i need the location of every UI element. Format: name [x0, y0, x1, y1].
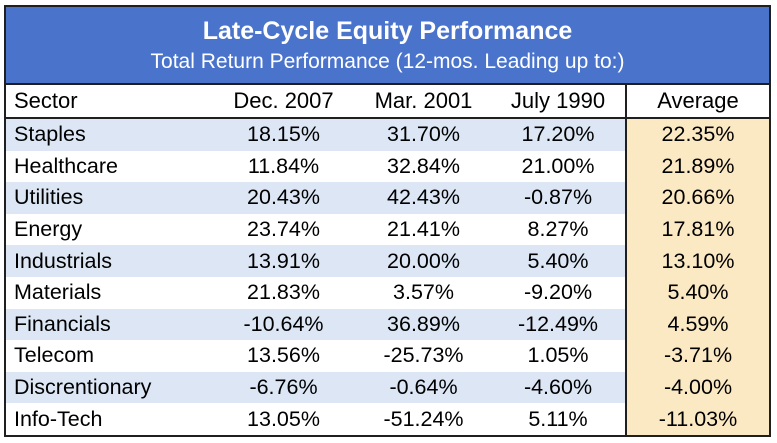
table-header-row: Sector Dec. 2007 Mar. 2001 July 1990 Ave… — [6, 85, 769, 119]
column-header-dec-2007: Dec. 2007 — [211, 85, 356, 119]
sector-cell: Info-Tech — [14, 406, 103, 431]
july-1990-cell: 17.20% — [491, 118, 626, 151]
dec-2007-cell: 21.83% — [247, 280, 320, 305]
table-body: Staples 18.15% 31.70% 17.20% 22.35% Healthcar… — [6, 118, 769, 435]
july-1990-cell: 1.05% — [527, 343, 589, 368]
mar-2001-cell: 20.00% — [356, 245, 491, 277]
table-row: Industrials 13.91% 20.00% 5.40% 13.10% — [6, 245, 769, 277]
sector-cell: Healthcare — [14, 153, 118, 178]
mar-2001-cell: 32.84% — [387, 153, 460, 178]
mar-2001-cell: 42.43% — [356, 182, 491, 214]
average-cell: 4.59% — [625, 308, 769, 341]
dec-2007-cell: -10.64% — [211, 308, 356, 341]
table-row: Discrentionary -6.76% -0.64% -4.60% -4.00% — [6, 371, 769, 404]
average-cell: 17.81% — [625, 213, 769, 246]
average-cell: 5.40% — [625, 276, 769, 309]
july-1990-cell: 8.27% — [527, 217, 589, 242]
table-row: Staples 18.15% 31.70% 17.20% 22.35% — [6, 118, 769, 151]
dec-2007-cell: 23.74% — [247, 217, 320, 242]
sector-cell: Industrials — [6, 245, 211, 277]
mar-2001-cell: -0.64% — [356, 371, 491, 404]
dec-2007-cell: 18.15% — [211, 118, 356, 151]
average-cell: -3.71% — [625, 340, 769, 372]
mar-2001-cell: -51.24% — [383, 406, 464, 431]
sector-cell: Energy — [14, 217, 83, 242]
dec-2007-cell: 20.43% — [211, 182, 356, 214]
table-row: Utilities 20.43% 42.43% -0.87% 20.66% — [6, 182, 769, 214]
average-cell: -11.03% — [625, 403, 769, 435]
table-row: Financials -10.64% 36.89% -12.49% 4.59% — [6, 308, 769, 341]
mar-2001-cell: -25.73% — [383, 343, 464, 368]
table-row: Telecom 13.56% -25.73% 1.05% -3.71% — [6, 340, 769, 372]
table-header-banner: Late-Cycle Equity Performance Total Retu… — [6, 7, 769, 85]
mar-2001-cell: 21.41% — [387, 217, 460, 242]
average-cell: 13.10% — [625, 245, 769, 277]
july-1990-cell: -12.49% — [491, 308, 626, 341]
performance-table: Sector Dec. 2007 Mar. 2001 July 1990 Ave… — [6, 85, 769, 435]
average-cell: -4.00% — [625, 371, 769, 404]
mar-2001-cell: 3.57% — [393, 280, 454, 305]
mar-2001-cell: 31.70% — [356, 118, 491, 151]
column-header-average: Average — [625, 85, 769, 119]
july-1990-cell: -9.20% — [523, 280, 593, 305]
table-row: Energy 23.74% 21.41% 8.27% 17.81% — [6, 213, 769, 246]
table-row: Materials 21.83% 3.57% -9.20% 5.40% — [6, 276, 769, 309]
sector-cell: Staples — [6, 118, 211, 151]
average-cell: 20.66% — [625, 182, 769, 214]
sector-cell: Discrentionary — [6, 371, 211, 404]
column-header-sector: Sector — [6, 85, 211, 119]
average-cell: 21.89% — [625, 150, 769, 183]
performance-table-panel: Late-Cycle Equity Performance Total Retu… — [4, 5, 771, 437]
mar-2001-cell: 36.89% — [356, 308, 491, 341]
dec-2007-cell: 11.84% — [247, 153, 320, 178]
july-1990-cell: 5.11% — [528, 406, 588, 431]
table-row: Info-Tech 13.05% -51.24% 5.11% -11.03% — [6, 403, 769, 435]
sector-cell: Utilities — [6, 182, 211, 214]
sector-cell: Telecom — [14, 343, 95, 368]
july-1990-cell: 5.40% — [491, 245, 626, 277]
july-1990-cell: 21.00% — [521, 153, 595, 178]
sector-cell: Materials — [14, 280, 102, 305]
column-header-mar-2001: Mar. 2001 — [356, 85, 491, 119]
column-header-july-1990: July 1990 — [491, 85, 626, 119]
dec-2007-cell: 13.91% — [211, 245, 356, 277]
table-row: Healthcare 11.84% 32.84% 21.00% 21.89% — [6, 150, 769, 183]
average-cell: 22.35% — [625, 118, 769, 151]
july-1990-cell: -4.60% — [491, 371, 626, 404]
table-subtitle: Total Return Performance (12-mos. Leadin… — [150, 50, 625, 73]
sector-cell: Financials — [6, 308, 211, 341]
table-title: Late-Cycle Equity Performance — [202, 17, 573, 45]
dec-2007-cell: -6.76% — [211, 371, 356, 404]
dec-2007-cell: 13.56% — [247, 343, 320, 368]
july-1990-cell: -0.87% — [491, 182, 626, 214]
dec-2007-cell: 13.05% — [247, 406, 320, 431]
